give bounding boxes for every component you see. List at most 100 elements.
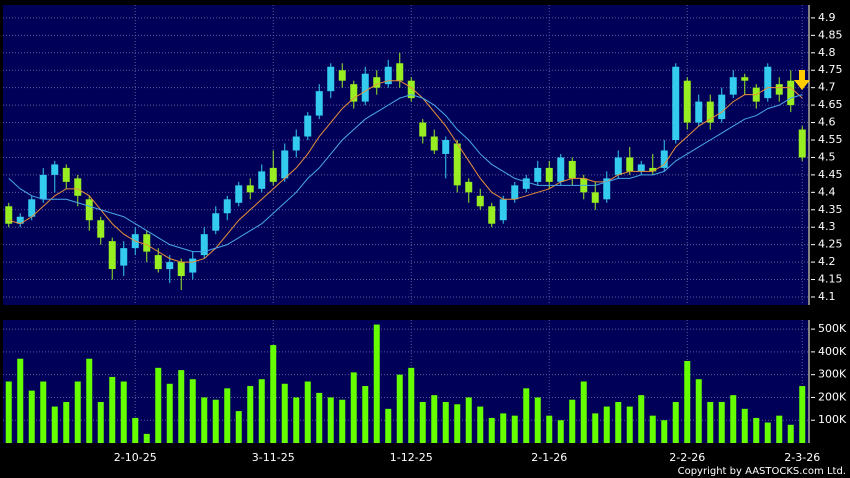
candle-body: [85, 199, 93, 221]
candle-body: [28, 199, 36, 217]
candle-body: [338, 70, 346, 81]
candle-body: [143, 234, 151, 252]
candle-body: [453, 143, 461, 186]
volume-bar: [557, 420, 564, 443]
volume-bar: [626, 406, 633, 443]
volume-bar: [580, 381, 587, 443]
candle-body: [741, 77, 749, 81]
candle-body: [281, 150, 289, 179]
candle-body: [200, 234, 208, 256]
volume-bar: [143, 433, 150, 443]
volume-bar: [155, 367, 162, 443]
candle-body: [442, 140, 450, 154]
volume-bar: [373, 324, 380, 443]
candle-body: [189, 258, 197, 273]
candle-body: [177, 262, 185, 277]
volume-bar: [396, 374, 403, 443]
candle-body: [166, 262, 174, 270]
volume-bar: [638, 395, 645, 443]
volume-bar: [454, 404, 461, 443]
candle-body: [16, 216, 24, 224]
candle-body: [499, 199, 507, 221]
volume-bar: [431, 395, 438, 443]
candle-body: [292, 136, 300, 151]
volume-bar: [718, 402, 725, 443]
candle-body: [120, 248, 128, 266]
y-tick-label: 4.75: [818, 63, 843, 76]
x-tick-label: 2-10-25: [114, 451, 157, 464]
volume-bar: [385, 408, 392, 443]
candle-body: [361, 73, 369, 102]
y-tick-label: 4.6: [818, 116, 836, 129]
candle-body: [511, 185, 519, 200]
candle-body: [603, 178, 611, 200]
candle-body: [476, 195, 484, 207]
candle-body: [764, 66, 772, 99]
volume-bar: [201, 397, 208, 443]
volume-bar: [304, 381, 311, 443]
y-tick-label: 4.9: [818, 11, 836, 24]
volume-bar: [28, 390, 35, 443]
y-tick-label: 4.5: [818, 150, 836, 163]
volume-bar: [477, 406, 484, 443]
candle-body: [5, 206, 13, 224]
candle-body: [246, 185, 254, 193]
y-tick-label: 4.35: [818, 203, 843, 216]
volume-bar: [40, 381, 47, 443]
volume-bar: [166, 383, 173, 443]
candle-body: [212, 213, 220, 231]
y-tick-label: 4.4: [818, 185, 836, 198]
volume-bar: [189, 379, 196, 443]
volume-bar: [293, 397, 300, 443]
volume-bar: [488, 417, 495, 443]
y-tick-label: 4.15: [818, 273, 843, 286]
candle-body: [39, 174, 47, 200]
y-tick-label: 4.7: [818, 81, 836, 94]
volume-bar: [649, 415, 656, 443]
volume-bar: [258, 379, 265, 443]
candle-body: [384, 66, 392, 85]
moving-average: [8, 80, 803, 263]
candle-body: [683, 80, 691, 123]
candle-body: [97, 220, 105, 238]
candle-body: [419, 122, 427, 137]
candle-body: [557, 157, 565, 182]
volume-bar: [672, 402, 679, 443]
volume-bar: [465, 397, 472, 443]
volume-bar: [63, 402, 70, 443]
candle-body: [626, 157, 634, 172]
volume-bar: [120, 381, 127, 443]
volume-bar: [339, 399, 346, 443]
candle-body: [304, 115, 312, 137]
candle-body: [775, 84, 783, 95]
volume-bar: [707, 402, 714, 443]
y-tick-label: 4.45: [818, 168, 843, 181]
volume-bar: [97, 402, 104, 443]
candle-body: [407, 80, 415, 99]
volume-bar: [442, 402, 449, 443]
volume-bar: [408, 367, 415, 443]
volume-bar: [235, 411, 242, 443]
y-tick-label: 4.65: [818, 98, 843, 111]
y-tick-label: 4.55: [818, 133, 843, 146]
volume-bar: [753, 417, 760, 443]
x-tick-label: 2-3-26: [784, 451, 820, 464]
volume-bar: [419, 402, 426, 443]
volume-bar: [247, 386, 254, 443]
volume-bar: [546, 415, 553, 443]
candle-body: [154, 255, 162, 270]
candle-body: [798, 129, 806, 158]
volume-bar: [224, 388, 231, 443]
y-tick-label: 100K: [818, 413, 847, 426]
candle-body: [545, 167, 553, 182]
volume-bar: [730, 395, 737, 443]
volume-bar: [74, 381, 81, 443]
volume-bar: [787, 424, 794, 443]
y-tick-label: 400K: [818, 345, 847, 358]
candle-body: [108, 241, 116, 270]
volume-bar: [684, 361, 691, 443]
volume-bar: [362, 386, 369, 443]
candle-body: [373, 77, 381, 88]
moving-average: [8, 94, 803, 253]
